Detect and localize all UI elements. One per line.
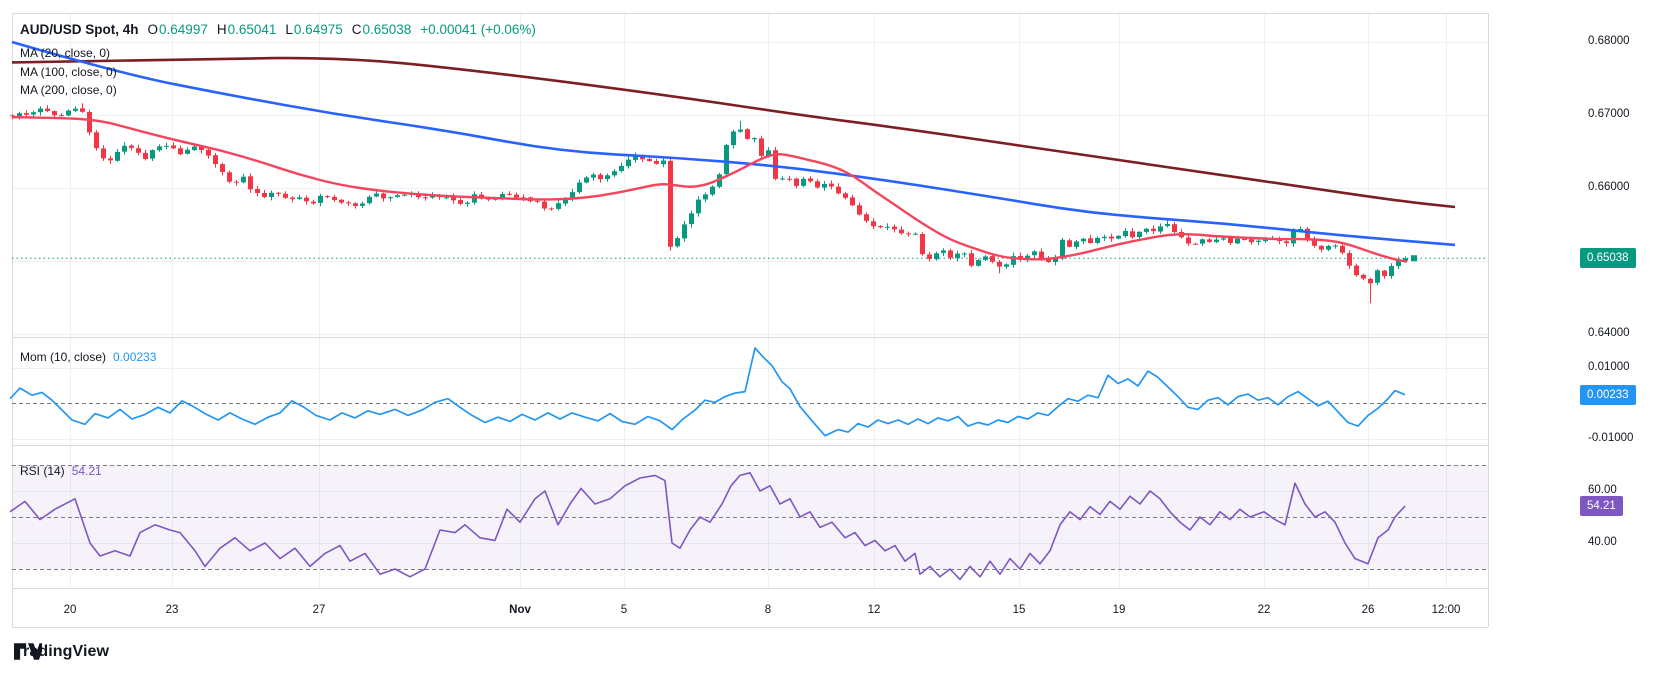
rsi-badge: 54.21 <box>1580 496 1623 517</box>
legend-ma100[interactable]: MA (100, close, 0) <box>20 65 117 79</box>
time-axis-label: 23 <box>165 604 179 616</box>
rsi-label: RSI (14) <box>20 464 65 478</box>
ohlc-high: H 0.65041 <box>216 22 277 37</box>
time-axis-label: 22 <box>1257 604 1271 616</box>
ohlc-close: C 0.65038 <box>351 22 412 37</box>
momentum-axis-label: 0.01000 <box>1588 360 1630 373</box>
ohlc-open: O 0.64997 <box>147 22 208 37</box>
rsi-axis-label: 60.00 <box>1588 484 1617 496</box>
rsi-value: 54.21 <box>71 464 102 478</box>
legend-ma200[interactable]: MA (200, close, 0) <box>20 83 117 97</box>
price-axis-label: 0.66000 <box>1588 181 1630 193</box>
panel-borders <box>12 13 1489 628</box>
time-axis-label: 19 <box>1112 604 1126 616</box>
time-axis-label: 26 <box>1361 604 1375 616</box>
time-axis-label: Nov <box>509 604 531 616</box>
momentum-badge: 0.00233 <box>1580 384 1636 405</box>
rsi-legend-row[interactable]: RSI (14) 54.21 <box>20 464 102 478</box>
rsi-axis-label: 40.00 <box>1588 536 1617 548</box>
tradingview-attribution[interactable]: TradingView <box>14 643 109 661</box>
momentum-label: Mom (10, close) <box>20 350 107 364</box>
candles <box>10 103 1408 304</box>
time-axis-label: 12 <box>867 604 881 616</box>
time-axis-label: 15 <box>1012 604 1026 616</box>
price-axis-label: 0.64000 <box>1588 327 1630 339</box>
price-change: +0.00041 (+0.06%) <box>420 22 536 37</box>
time-axis-label: 20 <box>63 604 77 616</box>
time-axis-label: 8 <box>764 604 772 616</box>
momentum-axis-label: -0.01000 <box>1588 431 1634 444</box>
last-price-marker <box>1411 255 1417 262</box>
price-axis-label: 0.68000 <box>1588 35 1630 47</box>
momentum-value: 0.00233 <box>113 350 157 364</box>
indicator-levels <box>12 403 1488 570</box>
symbol-title: AUD/USD Spot, 4h <box>20 22 139 37</box>
ma20-line <box>11 116 1408 263</box>
last-price-badge: 0.65038 <box>1580 248 1636 269</box>
tradingview-logo-icon <box>14 643 42 660</box>
momentum-line <box>9 347 1406 437</box>
rsi-line <box>9 471 1406 581</box>
momentum-legend-row[interactable]: Mom (10, close) 0.00233 <box>20 350 156 364</box>
time-axis-label: 5 <box>620 604 628 616</box>
time-axis-label: 27 <box>312 604 326 616</box>
ohlc-low: L 0.64975 <box>285 22 343 37</box>
symbol-legend-row[interactable]: AUD/USD Spot, 4h O 0.64997 H 0.65041 L 0.64… <box>20 22 536 37</box>
legend-ma20[interactable]: MA (20, close, 0) <box>20 46 111 60</box>
time-axis-label: 12:00 <box>1431 604 1461 616</box>
ma200-line <box>11 56 1456 209</box>
price-axis-label: 0.67000 <box>1588 108 1630 120</box>
